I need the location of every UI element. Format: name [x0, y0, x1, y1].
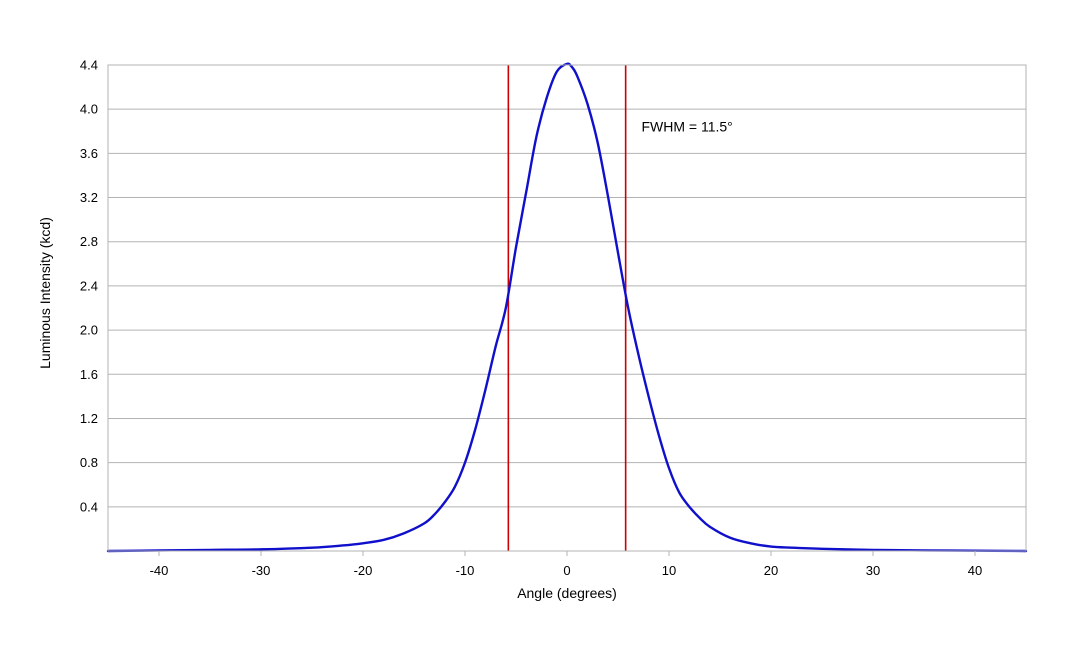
y-tick-label: 0.4 [80, 499, 98, 514]
x-tick-label: 20 [764, 563, 778, 578]
x-tick-label: -40 [150, 563, 169, 578]
y-tick-label: 2.4 [80, 278, 98, 293]
reference-lines [507, 65, 627, 551]
x-tick-label: -10 [456, 563, 475, 578]
x-tick-label: 0 [563, 563, 570, 578]
y-tick-label: 0.8 [80, 455, 98, 470]
plot-background [108, 65, 1026, 551]
x-tick-label: 40 [968, 563, 982, 578]
annotations: FWHM = 11.5° [641, 118, 732, 134]
x-axis-ticks: -40 -30 -20 -10 0 10 20 30 40 [150, 551, 982, 578]
x-tick-label: 10 [662, 563, 676, 578]
y-tick-label: 3.6 [80, 146, 98, 161]
y-tick-label: 1.2 [80, 411, 98, 426]
x-tick-label: -30 [252, 563, 271, 578]
annotation-label: FWHM = 11.5° [641, 118, 732, 134]
y-tick-label: 1.6 [80, 367, 98, 382]
y-axis-ticks: 0.4 0.8 1.2 1.6 2.0 2.4 2.8 3.2 3.6 4.0 4.4 [80, 58, 98, 515]
y-tick-label: 4.4 [80, 58, 98, 73]
y-tick-label: 3.2 [80, 190, 98, 205]
y-axis-title: Luminous Intensity (kcd) [37, 217, 53, 369]
y-tick-label: 4.0 [80, 102, 98, 117]
y-tick-label: 2.0 [80, 323, 98, 338]
x-axis-title: Angle (degrees) [517, 585, 617, 601]
x-tick-label: 30 [866, 563, 880, 578]
y-tick-label: 2.8 [80, 234, 98, 249]
x-tick-label: -20 [354, 563, 373, 578]
